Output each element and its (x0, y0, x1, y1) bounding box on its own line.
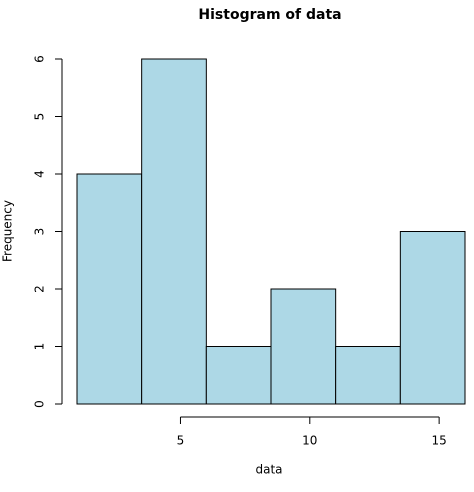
y-tick-label: 4 (33, 170, 47, 178)
x-axis-label: data (255, 463, 282, 477)
chart-title: Histogram of data (198, 7, 341, 23)
y-tick-label: 2 (33, 285, 47, 293)
bar (76, 173, 143, 405)
x-tick-label: 5 (177, 434, 185, 448)
y-tick-label: 6 (33, 55, 47, 63)
bar (141, 58, 207, 405)
y-tick-label: 5 (33, 113, 47, 121)
y-tick-label: 3 (33, 228, 47, 236)
x-tick-label: 10 (302, 434, 317, 448)
y-tick-label: 1 (33, 343, 47, 351)
bar (399, 231, 466, 405)
y-axis-label: Frequency (1, 200, 15, 262)
bar (335, 346, 401, 405)
y-tick-label: 0 (33, 400, 47, 408)
bar (270, 288, 337, 405)
bar (205, 346, 272, 405)
x-tick-label: 15 (431, 434, 446, 448)
